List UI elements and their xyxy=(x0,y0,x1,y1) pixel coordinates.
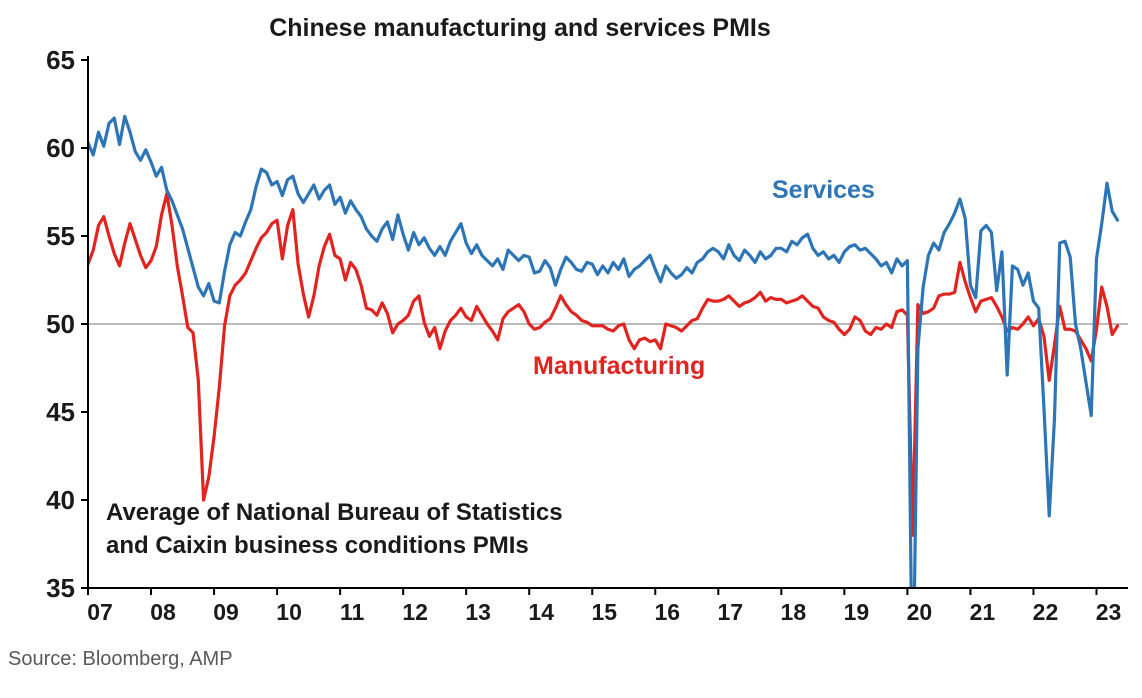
manufacturing-series-label: Manufacturing xyxy=(533,352,706,380)
svg-text:19: 19 xyxy=(844,599,870,625)
svg-text:23: 23 xyxy=(1096,599,1122,625)
svg-text:15: 15 xyxy=(591,599,617,625)
svg-text:22: 22 xyxy=(1033,599,1059,625)
svg-text:17: 17 xyxy=(718,599,744,625)
svg-text:09: 09 xyxy=(213,599,239,625)
svg-text:50: 50 xyxy=(46,309,75,339)
svg-text:14: 14 xyxy=(528,599,554,625)
svg-text:21: 21 xyxy=(970,599,996,625)
methodology-annotation-line1: Average of National Bureau of Statistics xyxy=(106,499,563,526)
methodology-annotation: Average of National Bureau of Statistics… xyxy=(106,496,563,562)
services-series-label: Services xyxy=(772,176,875,204)
methodology-annotation-line2: and Caixin business conditions PMIs xyxy=(106,532,529,559)
svg-text:60: 60 xyxy=(46,133,75,163)
svg-text:18: 18 xyxy=(781,599,807,625)
chart-title: Chinese manufacturing and services PMIs xyxy=(269,14,771,42)
svg-text:55: 55 xyxy=(46,221,75,251)
svg-text:08: 08 xyxy=(150,599,176,625)
svg-text:16: 16 xyxy=(654,599,680,625)
svg-text:07: 07 xyxy=(87,599,113,625)
svg-text:40: 40 xyxy=(46,485,75,515)
svg-text:10: 10 xyxy=(276,599,302,625)
svg-text:20: 20 xyxy=(907,599,933,625)
svg-text:12: 12 xyxy=(402,599,428,625)
svg-text:13: 13 xyxy=(465,599,491,625)
svg-text:45: 45 xyxy=(46,397,75,427)
pmi-line-chart: 35 40 45 50 55 60 65 07 08 09 10 11 12 13 14 15 16 17 18 19… xyxy=(46,45,1128,625)
svg-text:65: 65 xyxy=(46,45,75,75)
source-note: Source: Bloomberg, AMP xyxy=(8,648,233,670)
svg-text:35: 35 xyxy=(46,573,75,603)
svg-text:11: 11 xyxy=(340,599,365,625)
